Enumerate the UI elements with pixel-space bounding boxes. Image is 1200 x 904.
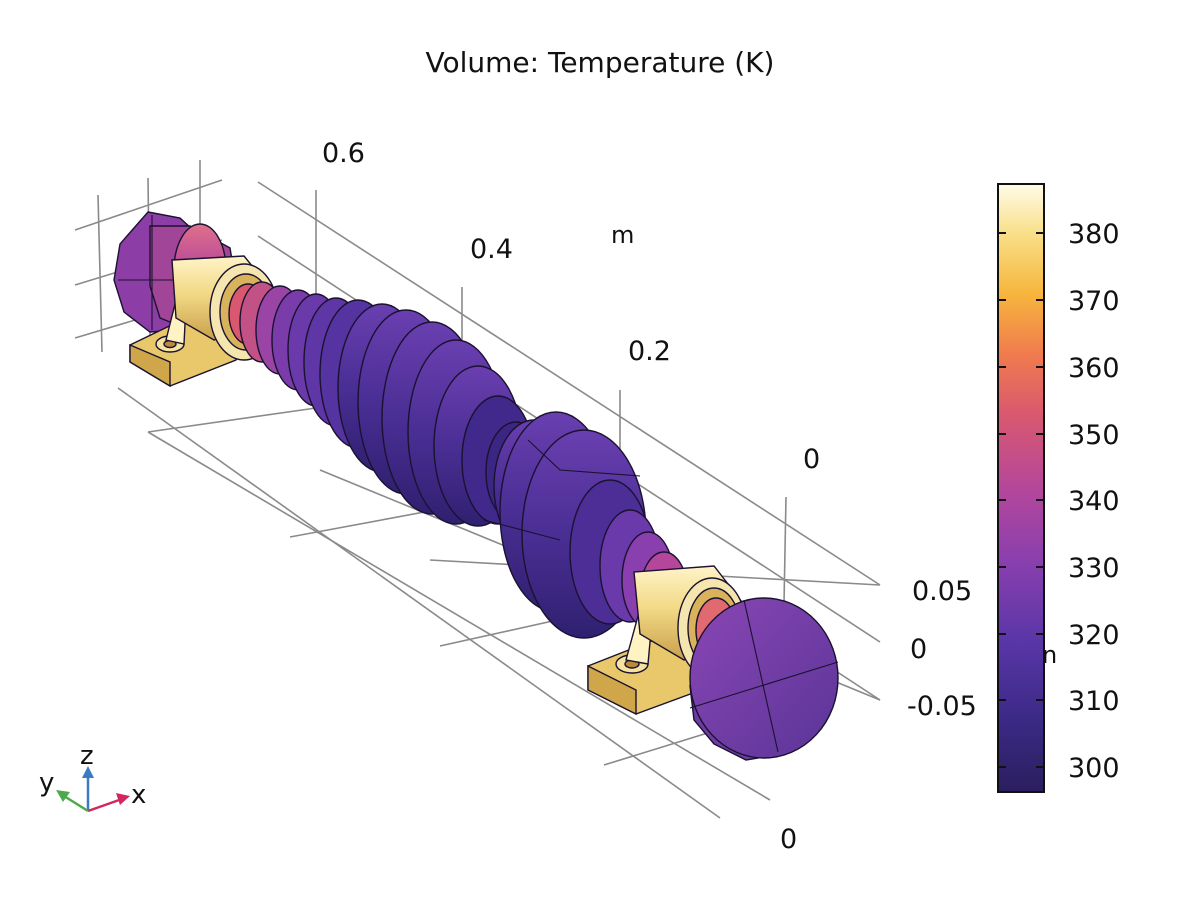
colorbar-tick-label: 300 <box>1068 753 1120 784</box>
x-axis-arrow <box>87 797 123 813</box>
rotor-model <box>113 211 839 761</box>
colorbar-tick-label: 310 <box>1068 686 1120 717</box>
colorbar-tick-label: 380 <box>1068 219 1120 250</box>
colorbar-tick-label: 370 <box>1068 286 1120 317</box>
axis-unit-label: n <box>1042 641 1057 669</box>
tick-label: 0 <box>780 824 797 855</box>
colorbar-tick-label: 340 <box>1068 486 1120 517</box>
tick-label: 0.05 <box>912 576 972 607</box>
colorbar-tick-label: 320 <box>1068 620 1120 651</box>
triad-x-label: x <box>131 780 146 810</box>
colorbar-tick-marks <box>998 232 1044 768</box>
z-axis-ticks: 0 <box>780 824 797 855</box>
tick-label: -0.05 <box>907 691 977 722</box>
y-axis-ticks: 0.05 0 -0.05 n <box>907 576 1057 722</box>
z-arrow-head <box>82 766 94 778</box>
tick-label: 0 <box>803 444 820 475</box>
x-arrow-head <box>116 793 130 805</box>
x-axis-ticks: 0.6 0.4 0.2 0 m <box>322 138 820 475</box>
triad-z-label: z <box>80 741 94 771</box>
plot-title: Volume: Temperature (K) <box>426 46 775 79</box>
triad-y-label: y <box>39 768 54 798</box>
shaft-discs <box>239 281 689 639</box>
tick-label: 0.4 <box>470 234 513 265</box>
colorbar-tick-label: 360 <box>1068 353 1120 384</box>
right-end-disc <box>689 597 839 761</box>
colorbar: 380 370 360 350 340 330 320 310 300 <box>997 183 1120 793</box>
tick-label: 0 <box>910 634 927 665</box>
colorbar-gradient <box>997 183 1045 793</box>
axis-unit-label: m <box>611 221 634 249</box>
colorbar-tick-label: 350 <box>1068 420 1120 451</box>
tick-label: 0.6 <box>322 138 365 169</box>
y-axis-arrow <box>63 794 89 813</box>
y-arrow-head <box>56 790 70 802</box>
axis-triad: z x y <box>39 741 146 813</box>
tick-label: 0.2 <box>628 336 671 367</box>
colorbar-tick-label: 330 <box>1068 553 1120 584</box>
